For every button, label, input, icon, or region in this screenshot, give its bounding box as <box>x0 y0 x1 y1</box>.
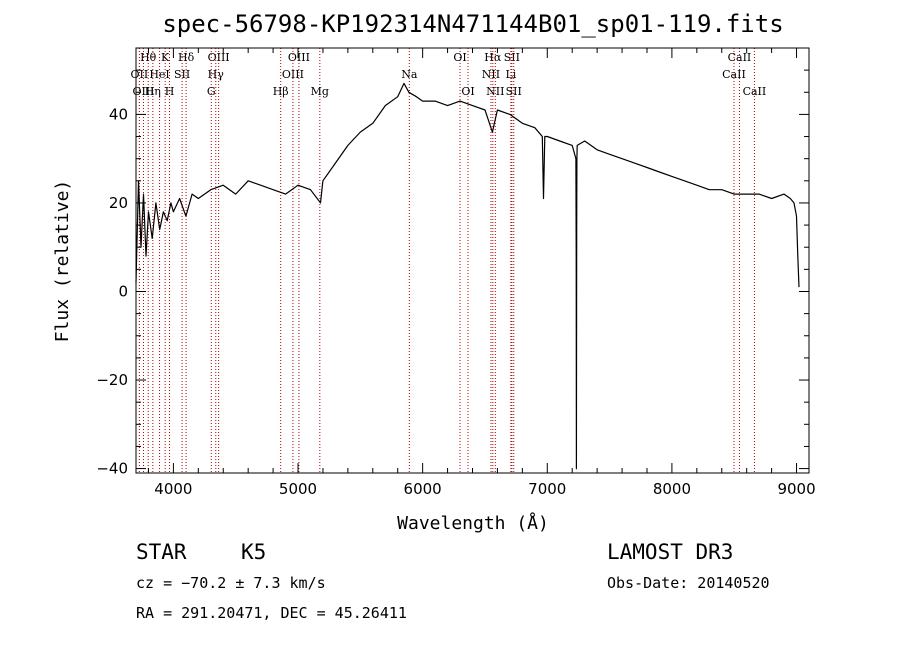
object-class: STAR <box>136 540 187 564</box>
spectral-line-label: Hδ <box>178 51 195 64</box>
y-tick-label: 0 <box>118 282 128 300</box>
spectral-line-label: Hη <box>145 85 161 98</box>
spectral-line-label: K <box>161 51 170 64</box>
spectral-line-label: Hβ <box>273 85 289 98</box>
spectral-line-label: CaII <box>743 85 767 98</box>
spectral-line-label: Hα <box>484 51 502 64</box>
spectral-line-label: Li <box>505 68 516 81</box>
observation-date: Obs-Date: 20140520 <box>607 574 770 592</box>
spectral-line-label: H <box>165 85 175 98</box>
object-subclass: K5 <box>241 540 267 564</box>
plot-frame <box>135 47 810 474</box>
spectral-line-label: OI <box>461 85 474 98</box>
spectral-line-label: Mg <box>311 85 329 98</box>
y-axis-label: Flux (relative) <box>52 180 73 343</box>
spectral-line-label: Na <box>401 68 418 81</box>
spectral-line-label: OII <box>131 68 149 81</box>
spectrum-series <box>135 82 800 470</box>
x-tick-label: 8000 <box>653 480 691 498</box>
survey-name: LAMOST DR3 <box>607 540 734 564</box>
spectral-line-label: OIII <box>208 51 230 64</box>
spectral-line-label: SII <box>504 51 520 64</box>
spectral-line-label: Hγ <box>208 68 225 81</box>
x-tick-label: 6000 <box>404 480 442 498</box>
y-tick-label: −20 <box>96 371 128 389</box>
spectral-line-label: OIII <box>132 85 154 98</box>
x-tick-label: 9000 <box>777 480 815 498</box>
spectral-line-label: CaII <box>722 68 746 81</box>
y-tick-label: −40 <box>96 460 128 478</box>
spectrum-line-series <box>135 82 800 470</box>
spectral-line-label: OI <box>453 51 466 64</box>
spectral-line-label: HeI <box>149 68 169 81</box>
redshift-cz: cz = −70.2 ± 7.3 km/s <box>136 574 326 592</box>
chart-title: spec-56798-KP192314N471144B01_sp01-119.f… <box>162 10 783 38</box>
x-tick-label: 5000 <box>279 480 317 498</box>
spectral-line-label: SII <box>174 68 190 81</box>
spectral-line-label: NII <box>486 85 504 98</box>
y-tick-label: 20 <box>109 194 128 212</box>
spectral-line-label: OIII <box>288 51 310 64</box>
spectral-line-label: SII <box>506 85 522 98</box>
x-axis-label: Wavelength (Å) <box>397 512 549 534</box>
ra-dec-coordinates: RA = 291.20471, DEC = 45.26411 <box>136 604 407 622</box>
x-tick-label: 4000 <box>154 480 192 498</box>
y-tick-label: 40 <box>109 105 128 123</box>
x-tick-label: 7000 <box>528 480 566 498</box>
spectral-line-label: G <box>207 85 216 98</box>
spectral-line-label: NII <box>482 68 500 81</box>
spectral-line-label: CaII <box>728 51 752 64</box>
spectral-line-label: OIII <box>282 68 304 81</box>
axis-ticks: 4000 5000 6000 7000 8000 9000 −40 −20 0 20 40 <box>96 48 816 498</box>
